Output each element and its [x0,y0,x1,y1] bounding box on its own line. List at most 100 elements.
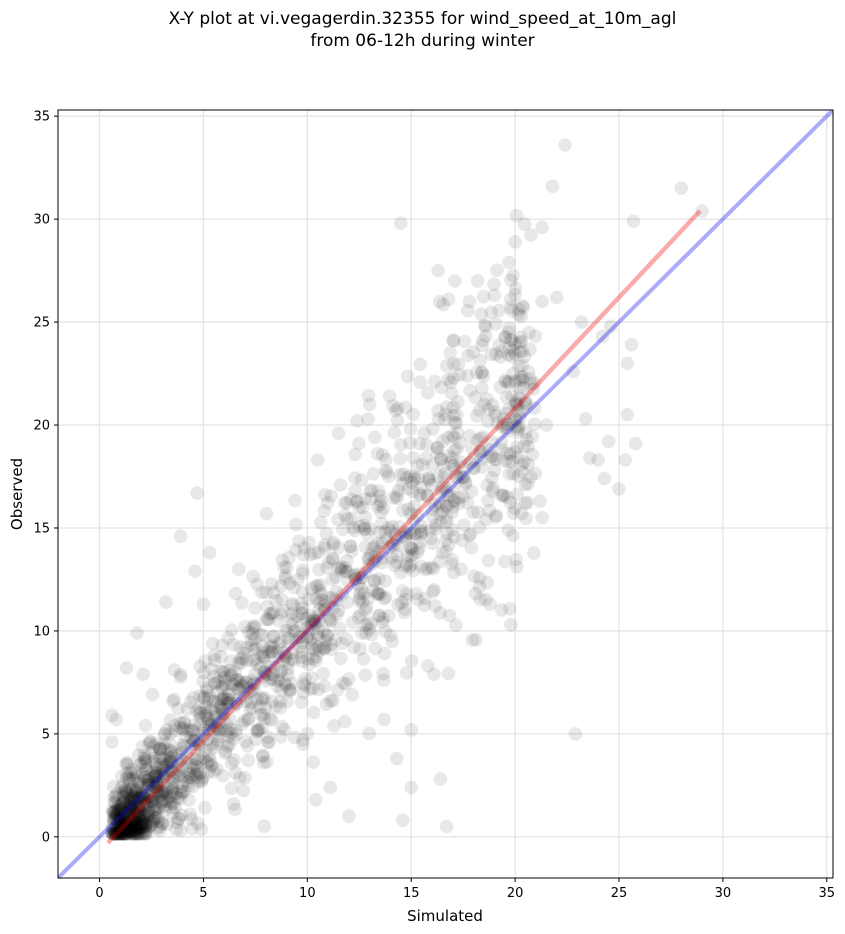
data-point [381,469,396,484]
data-point [312,643,327,658]
data-point [320,628,335,643]
data-point [116,826,131,841]
data-point [288,493,302,508]
data-point [146,794,160,809]
data-point [413,357,427,372]
data-point [120,755,134,770]
data-point [501,376,516,390]
data-point [170,815,185,830]
data-point [116,812,131,826]
data-point [473,592,488,607]
data-point [229,696,243,711]
data-point [460,496,475,510]
data-point [119,661,134,675]
data-point [124,808,138,822]
data-point [281,668,295,682]
data-point [150,777,165,791]
data-point [203,718,218,732]
data-point [392,520,407,534]
data-point [301,651,315,666]
data-point [162,757,176,771]
data-point [122,805,136,819]
data-point [137,770,151,784]
data-point [324,489,338,503]
y-tick-label: 30 [33,213,50,228]
data-point [428,518,443,532]
data-point [111,816,126,831]
data-point [447,530,462,544]
data-point [352,519,367,534]
data-point [406,547,421,562]
data-point [115,826,129,841]
data-point [505,388,519,403]
data-point [523,371,537,386]
data-point [466,461,481,476]
data-point [129,816,144,831]
data-point [498,554,512,569]
data-point [431,404,445,418]
data-point [403,540,418,554]
data-point [528,329,543,344]
data-point [292,640,307,654]
data-point [257,711,272,726]
data-point [155,763,170,778]
data-point [281,637,296,651]
trend-lines [58,110,833,878]
data-point [412,541,427,555]
data-point [494,435,509,450]
data-point [255,692,270,707]
data-point [133,817,147,832]
data-point [390,491,404,506]
data-point [396,813,410,828]
data-point [210,721,225,736]
data-point [107,822,121,837]
data-point [221,631,236,645]
data-point [255,646,270,660]
data-point [245,654,260,668]
data-point [119,799,133,813]
data-point [450,407,464,422]
data-point [143,790,157,804]
data-point [228,665,242,680]
data-point [118,806,132,820]
data-point [311,545,326,559]
data-points [105,138,709,841]
data-point [319,697,334,712]
data-point [208,676,223,690]
data-point [264,645,279,659]
data-point [307,705,321,720]
data-point [227,678,241,692]
data-point [134,790,148,804]
data-point [509,419,523,434]
data-point [502,341,517,355]
data-point [438,412,452,427]
data-point [510,560,524,574]
data-point [480,414,495,429]
data-point [270,679,285,694]
data-point [109,807,124,822]
data-point [110,787,124,802]
data-point [293,630,308,644]
data-point [499,446,514,461]
data-point [445,450,460,465]
data-point [337,496,352,510]
data-point [239,694,254,708]
data-point [207,648,222,663]
data-point [404,549,419,563]
data-point [130,823,145,838]
data-point [141,773,156,788]
data-point [158,766,172,781]
data-point [160,763,175,778]
data-point [219,716,233,731]
data-point [300,621,314,635]
data-point [116,802,130,816]
data-point [612,482,626,496]
data-point [404,475,419,490]
data-point [113,826,128,841]
data-point [326,535,341,550]
data-point [452,491,466,505]
data-point [128,813,143,828]
data-point [116,795,130,809]
data-point [519,396,533,410]
data-point [266,629,281,644]
